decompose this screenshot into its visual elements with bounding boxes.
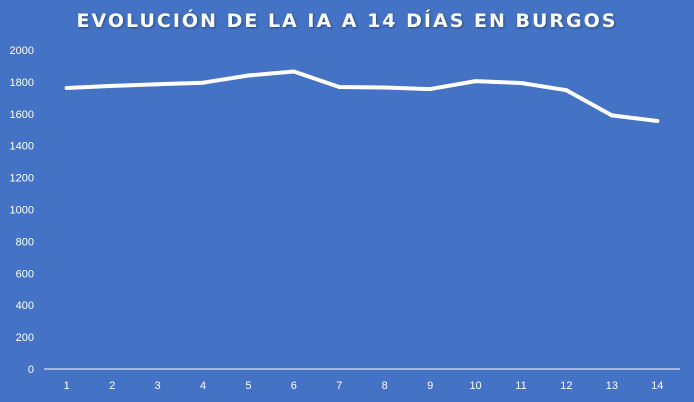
y-tick-label: 1600 (10, 109, 34, 121)
data-point (473, 79, 478, 84)
x-tick-label: 13 (606, 380, 618, 392)
x-tick-label: 12 (560, 380, 572, 392)
x-tick-label: 1 (64, 380, 70, 392)
data-point (382, 85, 387, 90)
x-tick-label: 3 (155, 380, 161, 392)
data-point (110, 83, 115, 88)
data-point (609, 113, 614, 118)
data-point (564, 88, 569, 93)
y-tick-label: 0 (28, 364, 34, 376)
data-point (155, 82, 160, 87)
x-tick-label: 2 (109, 380, 115, 392)
y-tick-label: 600 (16, 268, 34, 280)
y-tick-label: 1800 (10, 77, 34, 89)
y-tick-label: 1400 (10, 141, 34, 153)
x-tick-label: 7 (336, 380, 342, 392)
x-tick-label: 14 (651, 380, 663, 392)
data-point (201, 80, 205, 85)
data-point (337, 85, 342, 90)
data-point (519, 81, 523, 86)
data-point (64, 85, 69, 90)
x-tick-label: 8 (382, 380, 388, 392)
y-tick-label: 200 (16, 332, 34, 344)
y-tick-label: 1200 (10, 173, 34, 185)
x-tick-label: 11 (515, 380, 526, 392)
data-point (655, 118, 660, 123)
y-tick-label: 1000 (10, 205, 34, 217)
y-tick-label: 800 (16, 236, 34, 248)
x-tick-label: 9 (427, 380, 433, 392)
x-tick-label: 4 (200, 380, 206, 392)
x-tick-label: 6 (291, 380, 297, 392)
x-tick-label: 10 (469, 380, 481, 392)
x-tick-label: 5 (245, 380, 251, 392)
chart-title: EVOLUCIÓN DE LA IA A 14 DÍAS EN BURGOS (76, 10, 618, 32)
data-point (428, 87, 433, 92)
series-line (64, 69, 660, 123)
y-tick-label: 2000 (10, 45, 34, 57)
data-point (291, 69, 296, 74)
data-point (246, 73, 251, 78)
y-tick-label: 400 (16, 300, 34, 312)
